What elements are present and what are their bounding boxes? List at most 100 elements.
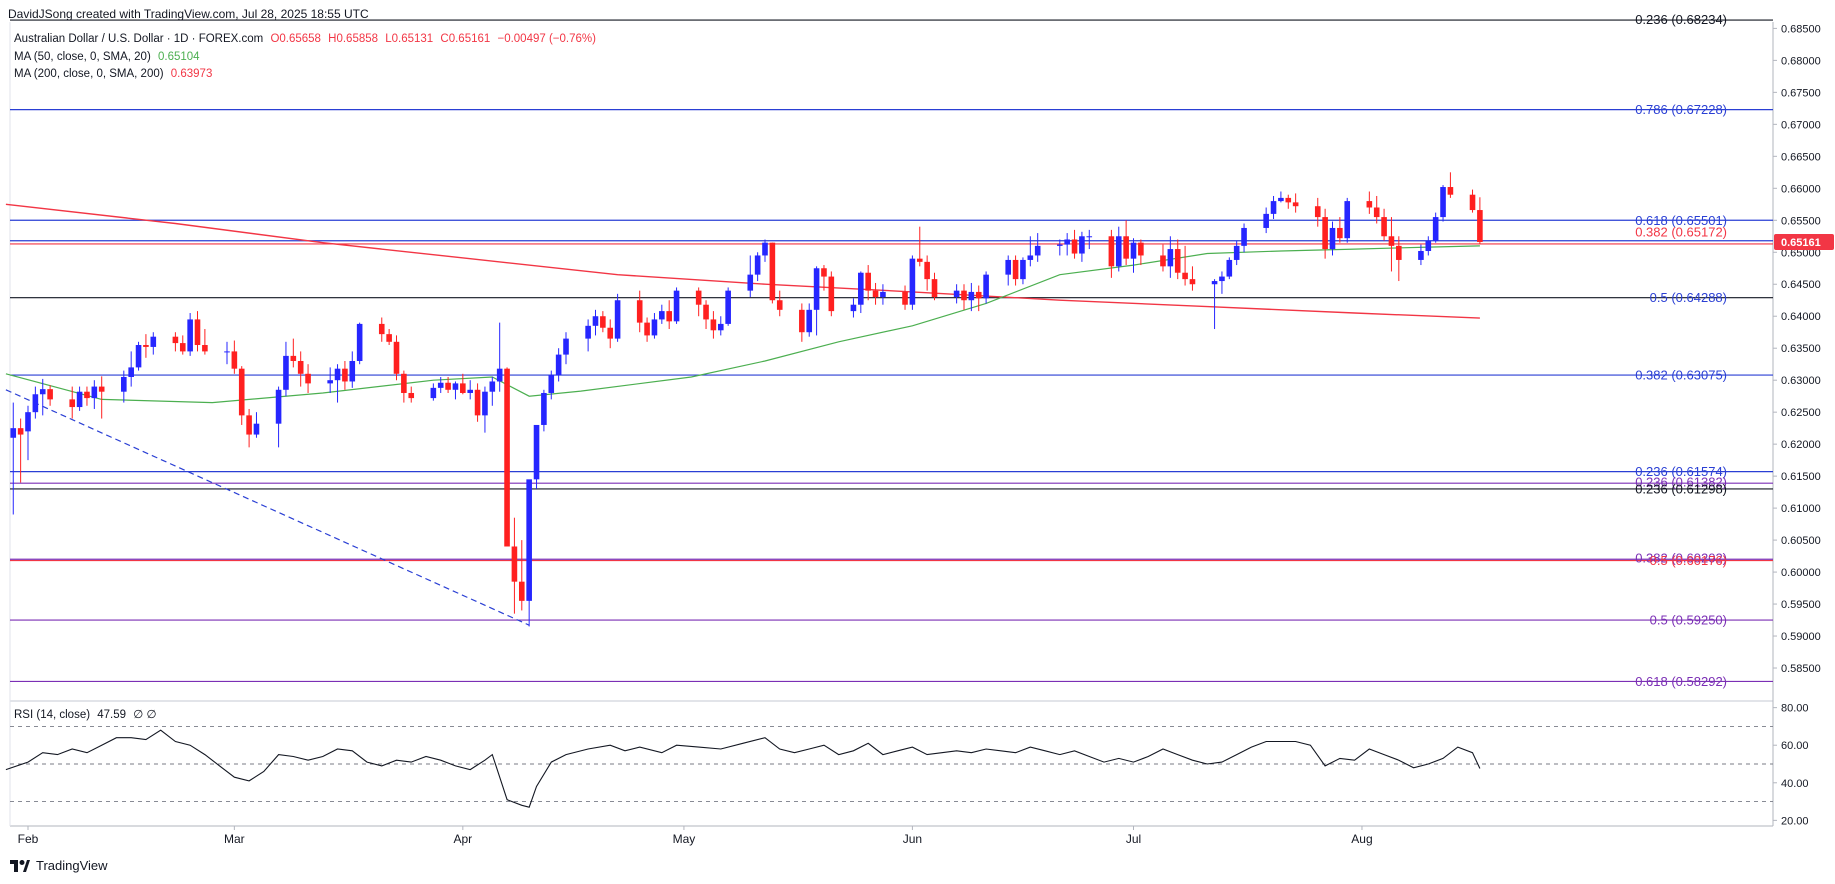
candle-body — [961, 290, 967, 301]
candle-body — [1396, 245, 1402, 260]
candle-up — [1241, 223, 1247, 253]
candles — [10, 172, 1483, 627]
candle-body — [238, 368, 245, 416]
candle-body — [17, 428, 24, 435]
candle-body — [931, 279, 938, 298]
candle-body — [253, 423, 260, 435]
price-tick-label: 0.61000 — [1781, 503, 1821, 515]
candle-up — [909, 255, 916, 310]
candle-down — [231, 340, 238, 374]
trendline — [5, 389, 530, 626]
candle-body — [121, 376, 127, 392]
candle-body — [1219, 276, 1225, 282]
time-tick-label: Feb — [18, 832, 39, 846]
price-tick-label: 0.61500 — [1781, 471, 1821, 483]
fib-levels — [10, 19, 1773, 683]
ma50-legend[interactable]: MA (50, close, 0, SMA, 20) 0.65104 — [14, 51, 204, 63]
candle-body — [246, 415, 252, 435]
candle-up — [437, 376, 444, 393]
rsi-tick-label: 20.00 — [1781, 815, 1809, 827]
candle-up — [1344, 197, 1351, 243]
ma50-line — [5, 245, 1480, 404]
last-price-badge: 0.65161 — [1774, 233, 1834, 250]
candle-body — [644, 322, 650, 336]
tradingview-footer[interactable]: TradingView — [10, 858, 108, 873]
candle-up — [673, 287, 680, 324]
price-tick-label: 0.58500 — [1781, 663, 1821, 675]
candle-up — [356, 322, 363, 365]
candle-body — [187, 319, 193, 352]
candle-body — [474, 389, 481, 416]
candle-down — [518, 540, 525, 611]
candle-down — [1373, 195, 1380, 224]
candle-body — [607, 327, 614, 339]
candle-body — [563, 338, 569, 355]
candle-up — [762, 239, 768, 262]
candle-down — [401, 370, 407, 403]
candle-down — [1388, 217, 1395, 272]
candle-body — [769, 242, 776, 301]
candle-body — [916, 258, 923, 262]
rsi-tick-label: 40.00 — [1781, 778, 1809, 790]
rsi-legend[interactable]: RSI (14, close) 47.59 ∅ ∅ — [14, 707, 160, 721]
candle-body — [1344, 201, 1351, 239]
price-tick-label: 0.59000 — [1781, 631, 1821, 643]
candle-body — [533, 424, 540, 480]
candle-body — [91, 386, 98, 399]
candle-up — [813, 266, 820, 336]
low-value: L0.65131 — [385, 33, 434, 45]
candle-up — [1233, 240, 1240, 266]
candle-up — [983, 271, 989, 304]
candle-down — [799, 303, 805, 342]
candle-body — [902, 291, 908, 305]
candle-down — [297, 351, 304, 387]
candle-body — [762, 242, 768, 256]
symbol-legend[interactable]: Australian Dollar / U.S. Dollar · 1D · F… — [14, 33, 600, 45]
candle-up — [1130, 238, 1137, 273]
candle-body — [614, 300, 621, 339]
candle-body — [496, 368, 503, 382]
candle-down — [1012, 255, 1019, 286]
fib-level-labels: 0.236 (0.68234) 0.786 (0.67228) 0.618 (0.6… — [1635, 12, 1727, 689]
candle-body — [953, 290, 960, 298]
price-tick-label: 0.65500 — [1781, 215, 1821, 227]
candle-up — [747, 255, 754, 298]
candle-up — [754, 252, 761, 282]
candle-body — [975, 291, 982, 299]
candle-body — [1211, 281, 1218, 285]
candle-body — [76, 391, 83, 408]
candle-up — [187, 313, 193, 356]
candle-body — [1314, 206, 1321, 218]
candle-body — [1027, 255, 1034, 260]
candle-down — [1189, 266, 1196, 291]
candle-body — [1138, 242, 1144, 256]
candle-down — [1138, 239, 1144, 266]
candle-down — [1477, 197, 1483, 244]
candle-body — [813, 268, 820, 310]
candle-body — [1012, 259, 1019, 280]
candle-body — [32, 394, 39, 413]
candle-down — [636, 290, 643, 333]
candle-down — [504, 367, 510, 547]
candle-body — [541, 392, 547, 425]
candle-up — [725, 287, 731, 326]
candle-body — [909, 258, 916, 305]
candle-down — [202, 329, 208, 355]
candle-body — [1071, 239, 1078, 254]
time-tick-label: May — [673, 832, 696, 846]
candle-down — [305, 364, 311, 393]
candle-body — [703, 304, 709, 320]
time-tick-label: Jul — [1126, 832, 1141, 846]
candle-body — [968, 291, 975, 301]
candle-down — [246, 408, 252, 448]
ma200-legend[interactable]: MA (200, close, 0, SMA, 200) 0.63973 — [14, 68, 216, 80]
open-value: O0.65658 — [270, 33, 321, 45]
candle-body — [799, 309, 805, 333]
candle-body — [1477, 210, 1483, 243]
price-tick-label: 0.66000 — [1781, 183, 1821, 195]
candle-down — [143, 334, 149, 358]
candle-down — [386, 329, 392, 346]
candle-up — [349, 351, 356, 388]
fib-level-label: 0.5 (0.59250) — [1650, 613, 1727, 628]
